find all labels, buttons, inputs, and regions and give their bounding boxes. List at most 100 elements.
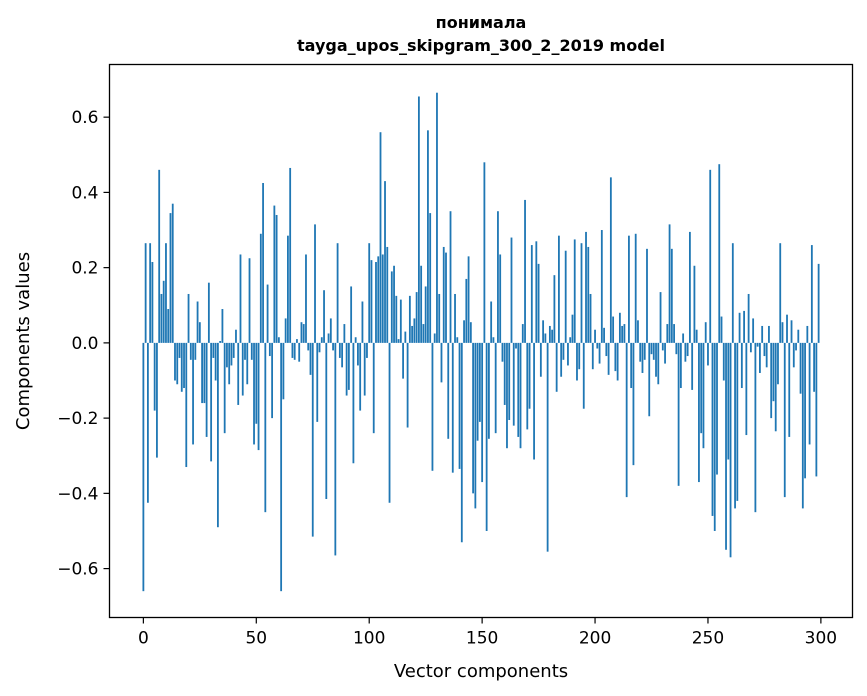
bar (488, 342, 490, 439)
bar (436, 92, 438, 343)
bar (483, 162, 486, 343)
bar (237, 342, 240, 405)
bar (424, 286, 427, 343)
bar (458, 342, 461, 469)
bar (788, 342, 791, 437)
bar (639, 342, 642, 362)
bar (192, 342, 194, 445)
bar (580, 243, 583, 343)
bar (413, 318, 416, 343)
bar (359, 342, 362, 411)
bar (797, 329, 800, 343)
bar (451, 342, 454, 473)
bar (341, 342, 344, 368)
bar (230, 342, 233, 366)
bar (808, 342, 811, 445)
bar (271, 342, 274, 419)
bar (280, 342, 283, 592)
bar (779, 243, 782, 343)
bar (643, 342, 646, 360)
bar (526, 342, 529, 430)
bar (792, 342, 795, 368)
bar (370, 260, 373, 343)
bar (614, 342, 617, 372)
bar (438, 293, 441, 343)
bar (607, 342, 610, 375)
bar (402, 342, 404, 379)
bar (637, 320, 639, 343)
bar (702, 342, 705, 449)
bar (693, 265, 696, 343)
bar (612, 316, 615, 343)
bar (183, 342, 185, 389)
bar (442, 246, 445, 343)
bar (469, 322, 472, 343)
bar (813, 342, 816, 392)
x-axis-label: Vector components (394, 661, 568, 682)
bar (395, 295, 398, 343)
bar (239, 254, 242, 343)
bar (704, 322, 707, 343)
bar (320, 337, 323, 343)
bar (646, 248, 648, 343)
bar (244, 342, 246, 360)
bar (404, 331, 407, 343)
bar (768, 325, 770, 343)
bar (632, 342, 635, 466)
bar (515, 342, 517, 349)
bar (497, 211, 499, 343)
bar (384, 181, 386, 343)
bar (345, 342, 348, 396)
bar (287, 235, 289, 343)
chart-title: понимала (436, 13, 527, 32)
bar (284, 318, 287, 343)
bar (772, 342, 775, 402)
bar (700, 342, 703, 434)
bar (372, 342, 375, 434)
bar (499, 254, 502, 343)
bar (494, 342, 497, 434)
bar (485, 342, 488, 531)
bar (415, 292, 418, 343)
y-axis-ticks: −0.6 −0.4 −0.2 0.0 0.2 0.4 0.6 (57, 108, 110, 580)
bar (799, 342, 802, 394)
bar (207, 282, 210, 343)
bar (255, 342, 258, 424)
bar (393, 265, 395, 343)
bar (221, 309, 224, 343)
bar (596, 342, 599, 349)
bar (542, 320, 545, 343)
bar (440, 342, 443, 383)
bar (630, 342, 633, 389)
bar (790, 320, 793, 343)
bar (731, 243, 734, 343)
bar (478, 342, 481, 422)
bar (226, 342, 228, 368)
bar (420, 265, 423, 343)
bar (454, 293, 456, 343)
bar (677, 342, 680, 486)
bar (720, 316, 723, 343)
x-tick-label: 300 (805, 629, 837, 649)
bar (709, 169, 712, 343)
y-tick-label: −0.6 (57, 560, 98, 580)
bar (456, 337, 459, 343)
bar (756, 342, 759, 347)
bar (205, 342, 208, 437)
bar (460, 342, 463, 543)
y-tick-label: 0.4 (71, 183, 98, 203)
bar (664, 342, 666, 364)
bar (745, 342, 748, 436)
bar (474, 342, 477, 509)
bar (740, 342, 743, 389)
bar (307, 342, 310, 351)
bar (670, 248, 673, 343)
bar (291, 342, 294, 358)
bar (810, 245, 813, 343)
bar (576, 342, 578, 381)
bar (264, 342, 267, 513)
bar (652, 342, 655, 360)
bar (688, 231, 691, 343)
